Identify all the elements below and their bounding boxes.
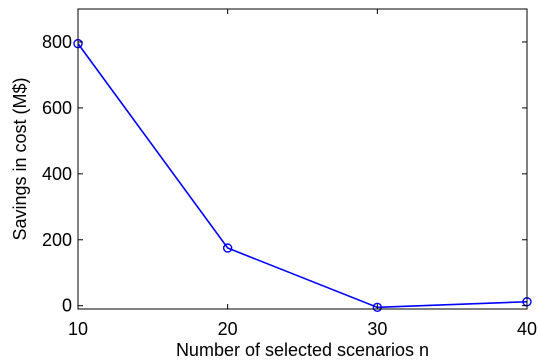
series-line bbox=[77, 43, 528, 309]
y-tick-label: 600 bbox=[42, 98, 72, 118]
x-tick-label: 20 bbox=[218, 319, 238, 339]
plot-frame bbox=[77, 8, 528, 310]
y-tick-label: 400 bbox=[42, 164, 72, 184]
series-layer bbox=[73, 38, 532, 313]
data-point bbox=[372, 302, 383, 313]
x-tick-label: 30 bbox=[367, 319, 387, 339]
y-tick-label: 200 bbox=[42, 230, 72, 250]
y-tick-label: 800 bbox=[42, 32, 72, 52]
y-tick-label: 0 bbox=[62, 296, 72, 316]
y-axis-title: Savings in cost (M$) bbox=[10, 77, 30, 240]
x-tick-label: 10 bbox=[68, 319, 88, 339]
x-axis-title: Number of selected scenarios n bbox=[176, 340, 429, 360]
x-tick-label: 40 bbox=[517, 319, 537, 339]
data-point bbox=[222, 243, 233, 253]
